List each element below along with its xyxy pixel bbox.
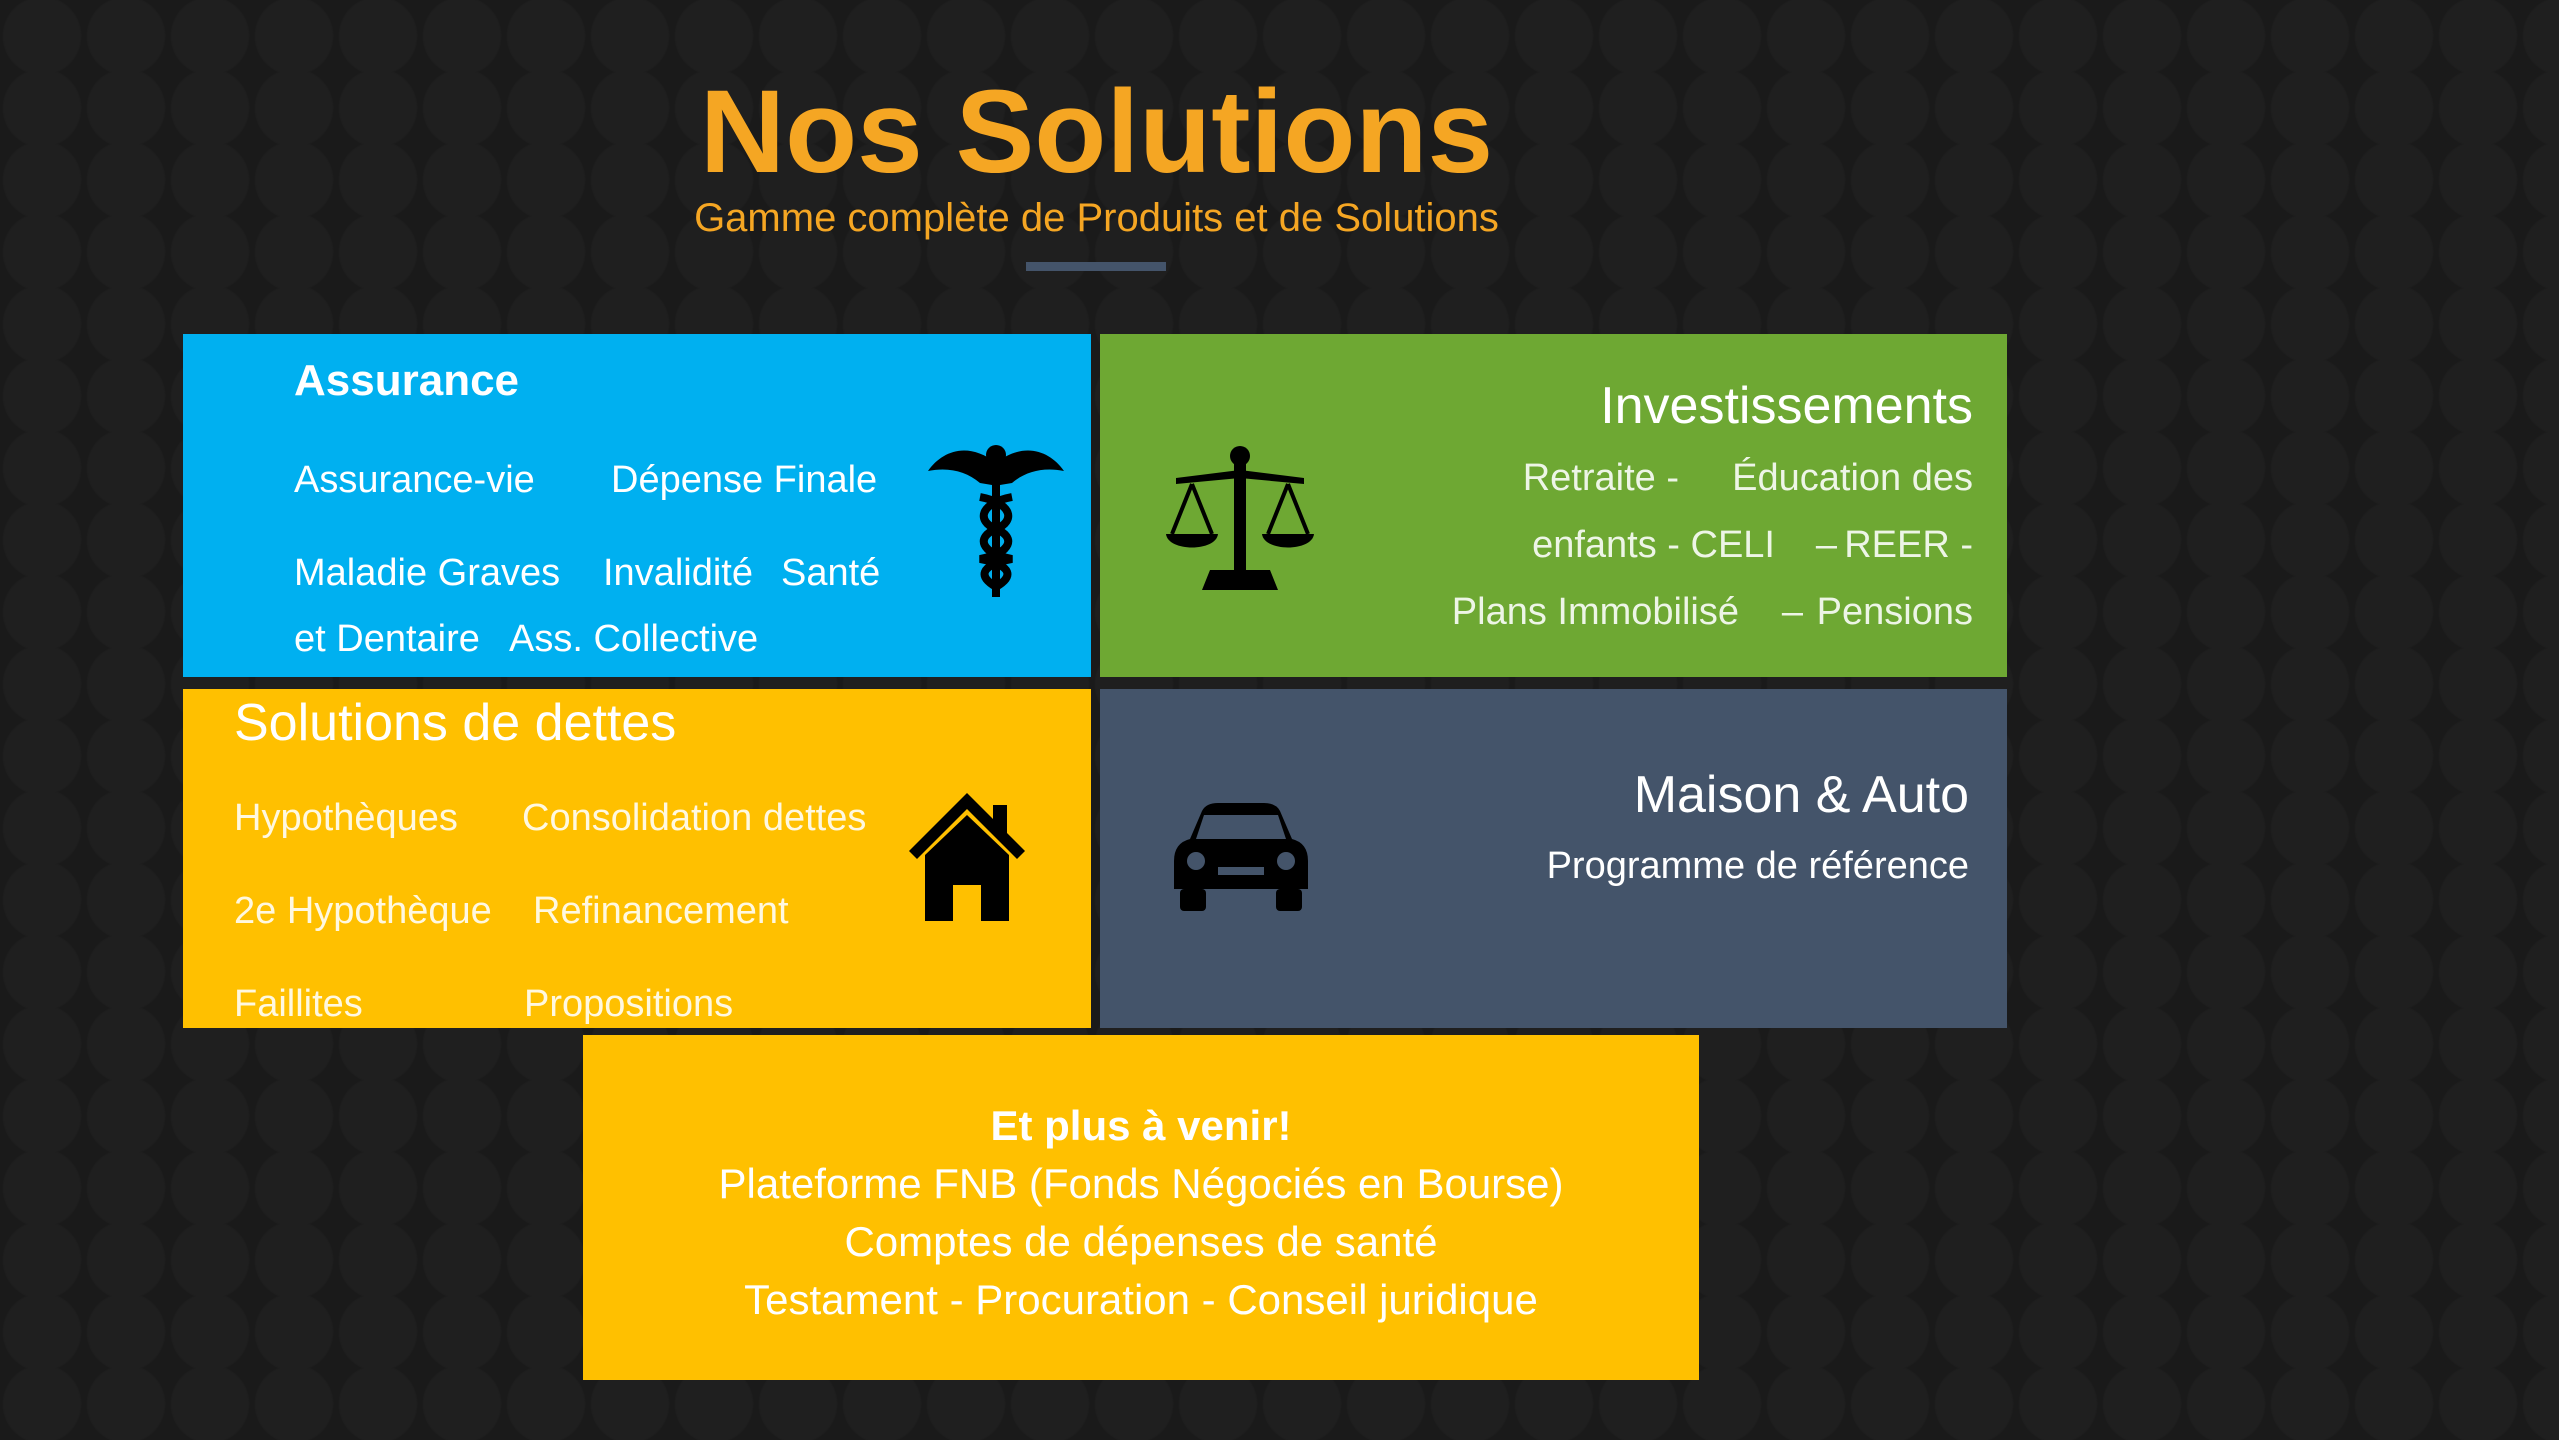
title-divider <box>1026 262 1166 271</box>
dettes-title: Solutions de dettes <box>234 694 677 752</box>
assurance-title: Assurance <box>294 356 520 405</box>
scales-icon <box>1166 446 1314 590</box>
investissements-line: REER - <box>1844 524 1973 566</box>
investissements-line: Retraite - <box>1522 457 1679 499</box>
assurance-item: Ass. Collective <box>509 618 759 660</box>
dettes-item: 2e Hypothèque <box>234 890 492 932</box>
upcoming-line: Comptes de dépenses de santé <box>844 1218 1438 1265</box>
assurance-item: Invalidité <box>603 552 753 594</box>
dettes-item: Consolidation dettes <box>522 797 867 839</box>
investissements-title: Investissements <box>1600 377 1973 435</box>
dettes-item: Propositions <box>524 983 734 1025</box>
upcoming-card: Et plus à venir! Plateforme FNB (Fonds N… <box>583 1035 1699 1380</box>
house-icon <box>909 793 1025 921</box>
page-subtitle: Gamme complète de Produits et de Solutio… <box>694 196 1499 240</box>
investissements-line: Plans Immobilisé <box>1451 591 1739 633</box>
assurance-card[interactable]: Assurance Assurance-vie Dépense Finale M… <box>183 334 1091 677</box>
upcoming-title: Et plus à venir! <box>990 1102 1292 1149</box>
assurance-item: Assurance-vie <box>294 459 535 501</box>
page-title: Nos Solutions <box>699 66 1494 198</box>
dettes-card[interactable]: Solutions de dettes Hypothèques Consolid… <box>183 689 1091 1028</box>
investissements-line: – <box>1815 524 1837 566</box>
assurance-item: Dépense Finale <box>611 459 878 501</box>
upcoming-line: Plateforme FNB (Fonds Négociés en Bourse… <box>718 1160 1564 1207</box>
investissements-card[interactable]: Investissements Retraite - Éducation des… <box>1100 334 2007 677</box>
maison-auto-card[interactable]: Maison & Auto Programme de référence <box>1100 689 2007 1028</box>
assurance-item: Maladie Graves <box>294 552 561 594</box>
maison-title: Maison & Auto <box>1633 766 1969 824</box>
maison-subtitle: Programme de référence <box>1546 845 1969 887</box>
car-icon <box>1174 803 1308 911</box>
dettes-item: Hypothèques <box>234 797 458 839</box>
investissements-line: enfants - CELI <box>1532 524 1775 566</box>
assurance-item: et Dentaire <box>294 618 480 660</box>
upcoming-line: Testament - Procuration - Conseil juridi… <box>744 1276 1538 1323</box>
dettes-item: Refinancement <box>533 890 789 932</box>
investissements-line: Pensions <box>1816 591 1973 633</box>
assurance-item: Santé <box>781 552 881 594</box>
caduceus-icon <box>928 445 1064 597</box>
dettes-item: Faillites <box>234 983 363 1025</box>
investissements-line: Éducation des <box>1732 457 1973 499</box>
investissements-line: – <box>1781 591 1803 633</box>
